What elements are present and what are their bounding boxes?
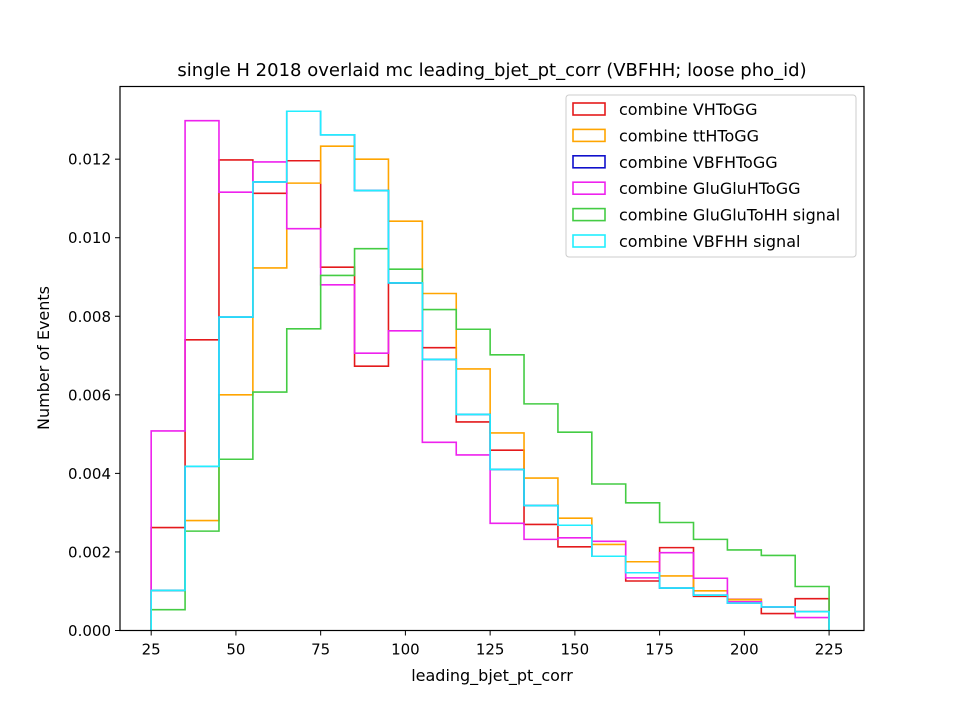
y-tick-label: 0.000 (68, 622, 111, 640)
x-axis: 25 50 75 100 125 150 175 200 225 (142, 631, 844, 659)
x-tick-label: 200 (730, 641, 759, 659)
y-tick-label: 0.002 (68, 543, 111, 561)
y-tick-label: 0.010 (68, 229, 111, 247)
x-tick-label: 150 (561, 641, 590, 659)
x-tick-label: 75 (311, 641, 330, 659)
legend-entry-label: combine VBFHToGG (619, 153, 778, 172)
x-tick-label: 175 (645, 641, 674, 659)
legend-entry-label: combine GluGluHToGG (619, 179, 800, 198)
x-tick-label: 25 (142, 641, 161, 659)
y-tick-label: 0.004 (68, 465, 111, 483)
y-axis: 0.000 0.002 0.004 0.006 0.008 0.010 0.012 (68, 151, 120, 640)
legend-entry-label: combine GluGluToHH signal (619, 206, 840, 225)
y-axis-label: Number of Events (34, 286, 53, 430)
x-tick-label: 50 (226, 641, 245, 659)
x-tick-label: 225 (815, 641, 844, 659)
chart-title: single H 2018 overlaid mc leading_bjet_p… (177, 60, 806, 81)
legend: combine VHToGG combine ttHToGG combine VBF… (566, 95, 856, 257)
x-tick-label: 100 (391, 641, 420, 659)
legend-entry-label: combine VHToGG (619, 100, 757, 119)
y-tick-label: 0.006 (68, 386, 111, 404)
y-tick-label: 0.008 (68, 308, 111, 326)
x-axis-label: leading_bjet_pt_corr (411, 666, 573, 686)
y-tick-label: 0.012 (68, 151, 111, 169)
x-tick-label: 125 (476, 641, 505, 659)
legend-entry-label: combine ttHToGG (619, 126, 759, 145)
legend-entry-label: combine VBFHH signal (619, 232, 800, 251)
